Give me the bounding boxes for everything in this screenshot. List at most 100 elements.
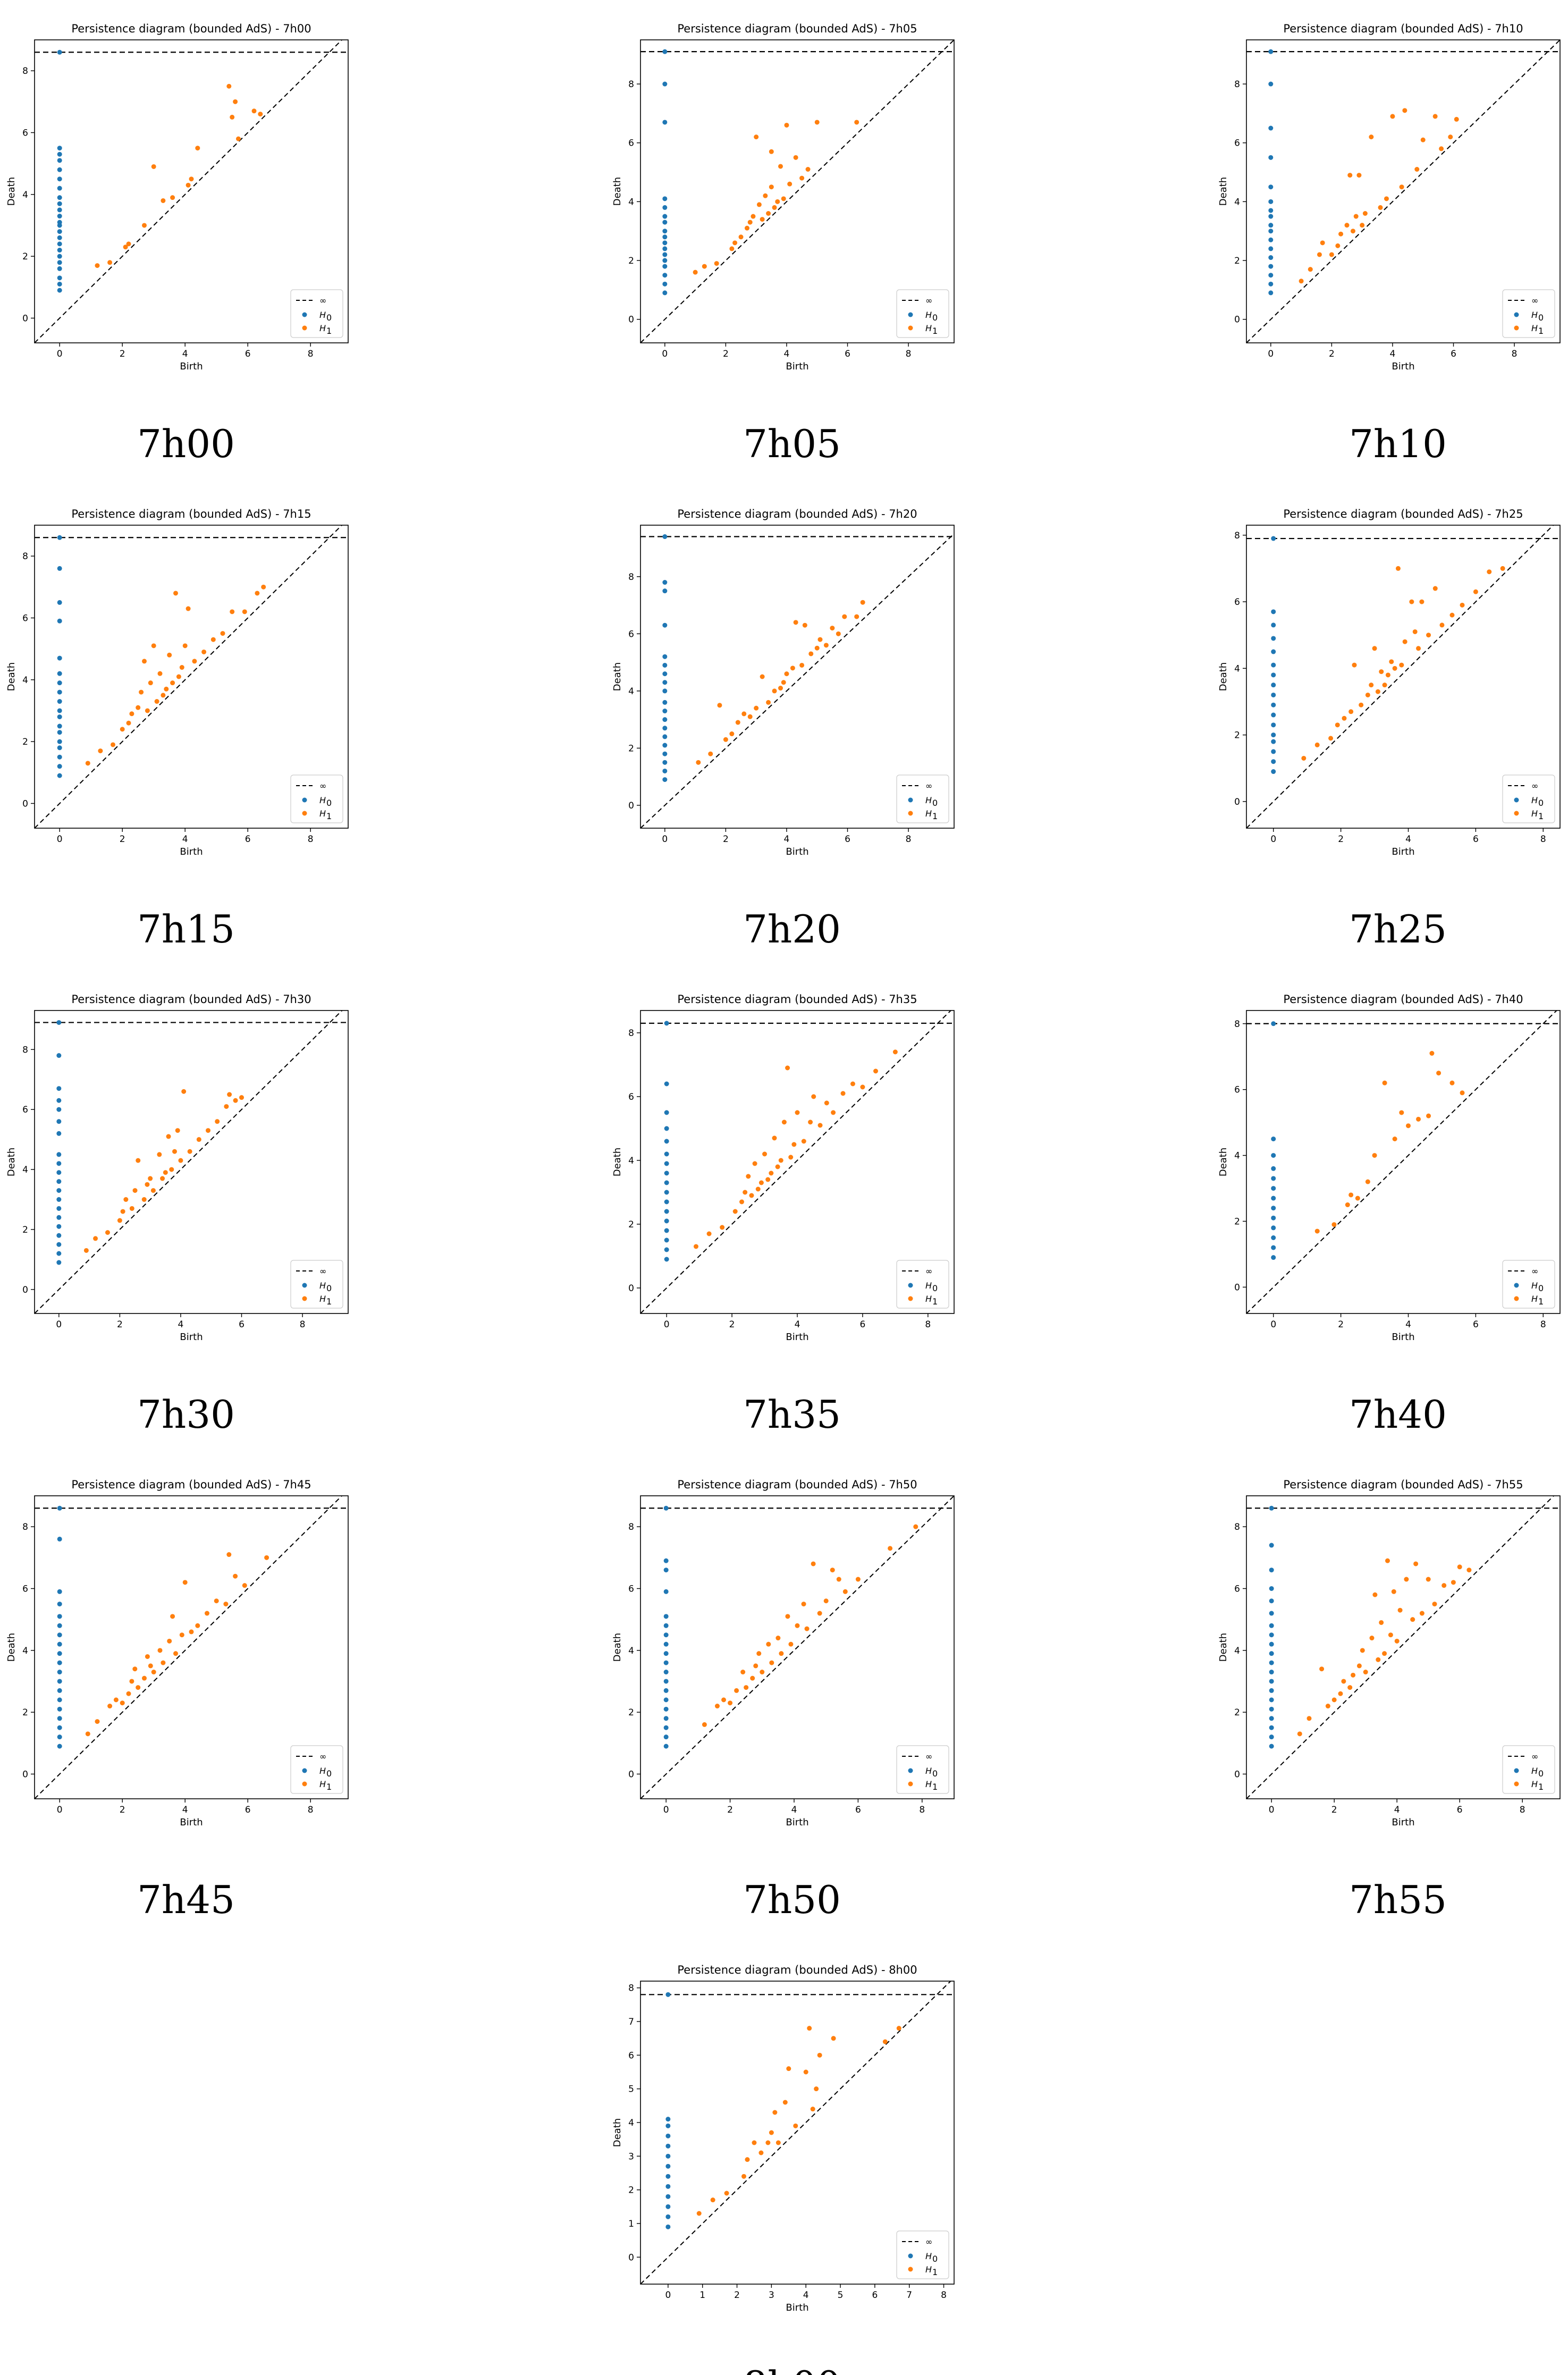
legend-h1-label: H (925, 808, 932, 819)
h1-point (740, 1670, 746, 1675)
h0-point (664, 1151, 669, 1157)
legend-box (896, 774, 949, 823)
h1-point (1449, 612, 1455, 618)
h1-point (123, 1197, 129, 1202)
h0-point (663, 1734, 669, 1740)
legend-h1-label: H (925, 1294, 932, 1304)
h0-point (1271, 759, 1276, 764)
h0-point (662, 234, 668, 240)
h1-point (1344, 223, 1350, 228)
h1-point (772, 1135, 777, 1141)
plot-title: Persistence diagram (bounded AdS) - 7h35 (677, 993, 917, 1006)
h1-point (745, 2157, 750, 2162)
h1-point (1353, 214, 1359, 219)
h1-point (1351, 1672, 1356, 1678)
h0-point (57, 288, 62, 293)
h1-point (126, 1691, 131, 1696)
h1-point (167, 1638, 172, 1644)
h1-point (1314, 742, 1320, 747)
h1-point (1363, 1670, 1368, 1675)
legend: ∞ H 0H 1 (1502, 1260, 1555, 1309)
legend-h0-swatch (302, 1283, 307, 1288)
h0-point (662, 709, 668, 714)
y-tick-label: 6 (628, 2050, 634, 2061)
h1-point (242, 609, 247, 614)
h1-point (1416, 1116, 1421, 1122)
h1-point (739, 1199, 745, 1205)
h1-point (752, 1161, 757, 1166)
h1-point (710, 2197, 715, 2203)
h1-point (1325, 1704, 1330, 1709)
legend-h0-swatch (302, 797, 307, 803)
h1-point (105, 1230, 110, 1235)
legend-h0-label: H (1531, 1281, 1538, 1291)
h1-point (772, 2110, 778, 2115)
h1-point (214, 1598, 219, 1604)
h0-infinite-point (662, 49, 668, 54)
x-tick-label: 2 (727, 1805, 733, 1815)
h1-point (157, 671, 163, 676)
h0-point (663, 1632, 669, 1638)
y-tick-label: 7 (628, 2017, 634, 2027)
x-tick-label: 4 (1394, 1805, 1400, 1815)
h0-point (57, 723, 62, 729)
h0-point (1269, 1586, 1274, 1591)
y-tick-label: 0 (22, 1769, 28, 1780)
h1-point (738, 234, 744, 240)
h1-point (802, 622, 807, 628)
legend-h1-swatch (908, 2267, 913, 2272)
h0-point (1271, 672, 1276, 678)
legend-h0-label: H (925, 2251, 932, 2261)
h0-point (57, 167, 62, 172)
y-tick-label: 6 (628, 1584, 634, 1594)
h1-point (1350, 229, 1355, 234)
plot-area (1246, 40, 1560, 343)
h1-point (195, 146, 200, 151)
h0-point (56, 1119, 62, 1124)
h1-point (233, 99, 238, 104)
legend-h0-swatch (1514, 1768, 1519, 1773)
x-tick-label: 8 (906, 834, 912, 845)
h1-point (1426, 1113, 1431, 1118)
legend-h0-swatch (908, 797, 913, 803)
h1-point (142, 1675, 147, 1681)
h1-point (239, 1095, 245, 1100)
legend-h0-label: H (925, 310, 932, 320)
h1-point (766, 700, 771, 705)
h0-point (1269, 1734, 1274, 1740)
h1-point (755, 1186, 761, 1192)
h0-point (664, 1247, 669, 1252)
h0-point (663, 1688, 669, 1693)
h0-point (57, 655, 62, 661)
h1-point (145, 708, 150, 713)
legend-h0-swatch (908, 312, 913, 317)
h1-point (1426, 633, 1431, 638)
h0-point (664, 1081, 669, 1087)
h0-point (57, 158, 62, 163)
h1-point (778, 686, 783, 691)
h0-point (1271, 702, 1276, 708)
h0-point (56, 1233, 62, 1238)
x-tick-label: 8 (1540, 834, 1546, 845)
legend-box (290, 774, 343, 823)
x-tick-label: 0 (1270, 1319, 1276, 1330)
h1-point (793, 2123, 798, 2128)
h1-point (842, 1589, 848, 1594)
h1-point (1413, 1561, 1419, 1567)
h0-point (1268, 255, 1274, 260)
x-tick-label: 0 (665, 2290, 671, 2301)
h1-point (186, 606, 191, 611)
legend-infinity-label: ∞ (1531, 781, 1538, 791)
h0-point (662, 246, 668, 251)
h1-point (151, 1670, 156, 1675)
h0-point (662, 588, 668, 594)
x-tick-label: 6 (245, 1805, 251, 1815)
legend-h0-label: H (1531, 310, 1538, 320)
h1-point (746, 1174, 751, 1179)
legend-infinity-label: ∞ (1531, 1751, 1538, 1762)
h1-point (775, 1164, 780, 1169)
y-tick-label: 8 (22, 1045, 28, 1055)
legend-h0-label: H (925, 795, 932, 805)
h0-point (1271, 683, 1276, 688)
h1-point (741, 2174, 747, 2179)
